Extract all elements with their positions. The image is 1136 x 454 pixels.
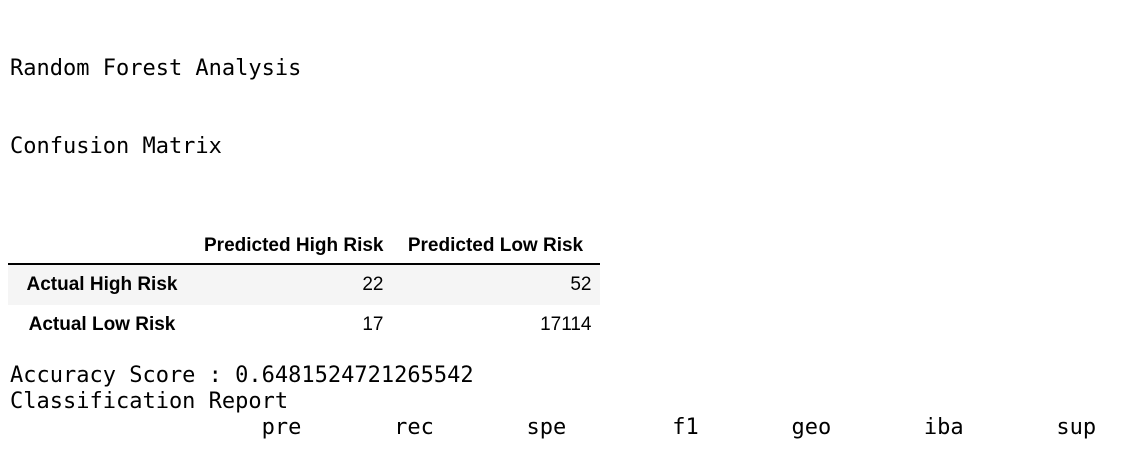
- corner-cell: [8, 230, 196, 265]
- cell-false-negative: 52: [570, 274, 592, 295]
- row-header-actual-high-risk: Actual High Risk: [26, 274, 178, 295]
- output-text-header: Random Forest Analysis Confusion Matrix: [0, 0, 1136, 186]
- cell-true-positive: 22: [362, 274, 384, 295]
- analysis-title: Random Forest Analysis: [10, 56, 302, 81]
- cell-false-positive: 17: [362, 314, 384, 335]
- confusion-matrix-header-row: Predicted High Risk Predicted Low Risk: [8, 230, 600, 265]
- cell-true-negative: 17114: [540, 314, 592, 335]
- row-header-actual-low-risk: Actual Low Risk: [28, 314, 176, 335]
- table-row-actual-low-risk: Actual Low Risk 17 17114: [8, 305, 600, 345]
- confusion-matrix-table: Predicted High Risk Predicted Low Risk A…: [8, 230, 600, 345]
- col-header-predicted-high-risk: Predicted High Risk: [196, 230, 392, 265]
- confusion-matrix-subtitle: Confusion Matrix: [10, 134, 222, 159]
- table-row-actual-high-risk: Actual High Risk 22 52: [8, 264, 600, 305]
- classification-report-text: Accuracy Score : 0.6481524721265542 Clas…: [10, 363, 1097, 440]
- col-header-predicted-low-risk: Predicted Low Risk: [391, 230, 600, 265]
